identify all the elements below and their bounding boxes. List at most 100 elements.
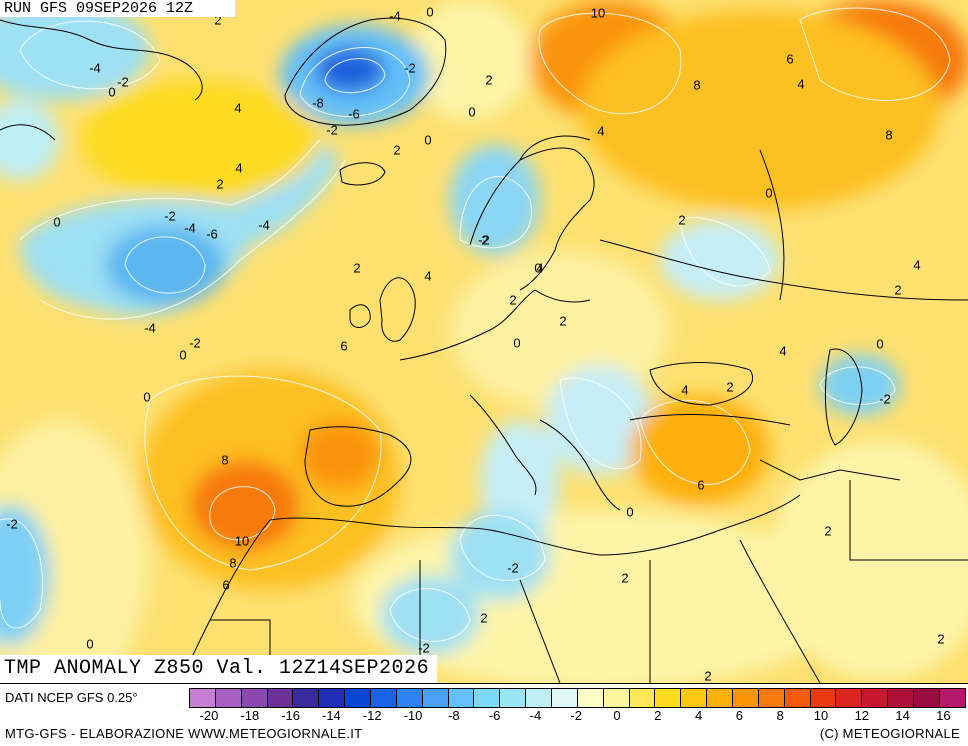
- run-label: RUN GFS 09SEP2026 12Z: [0, 0, 236, 17]
- map-value-label: 2: [353, 261, 360, 276]
- scale-cell: [707, 689, 734, 707]
- color-scale-bar: [189, 688, 966, 708]
- map-value-label: 6: [222, 578, 229, 593]
- map-area: -4 0 -2 -4 0 -2 2 4 -8 -6 -2 2 0 0 2 4 2 0 -2 -4 -6 -4 -4 0 -2 2 4…: [0, 0, 968, 683]
- map-value-label: 8: [229, 556, 236, 571]
- footer: DATI NCEP GFS 0.25° -20 -18 -16 -14 -12 -10 -8…: [0, 683, 968, 746]
- map-value-label: 0: [426, 5, 433, 20]
- map-value-label: 2: [621, 571, 628, 586]
- map-value-label: 2: [509, 293, 516, 308]
- map-value-label: 2: [559, 314, 566, 329]
- scale-tick-label: -12: [362, 708, 382, 723]
- scale-tick-label: 14: [895, 708, 910, 723]
- scale-tick-label: 6: [735, 708, 744, 723]
- scale-cell: [241, 689, 268, 707]
- map-value-label: 0: [876, 337, 883, 352]
- scale-cell: [422, 689, 449, 707]
- map-value-label: 2: [480, 611, 487, 626]
- map-value-label: -2: [6, 517, 18, 532]
- map-value-label: 4: [797, 77, 804, 92]
- scale-cell: [448, 689, 475, 707]
- scale-cell: [888, 689, 915, 707]
- warm-area-turkey: [630, 395, 770, 505]
- map-value-label: 4: [779, 344, 786, 359]
- isotherm-contours: [0, 7, 951, 642]
- map-value-label: -6: [206, 227, 218, 242]
- map-value-label: 6: [697, 478, 704, 493]
- map-value-label: -8: [312, 96, 324, 111]
- map-value-label: -2: [404, 61, 416, 76]
- scale-tick-label: -10: [403, 708, 423, 723]
- scale-tick-label: -14: [321, 708, 341, 723]
- map-value-label: -2: [117, 75, 129, 90]
- scale-tick-label: 0: [613, 708, 621, 723]
- scale-tick-label: -20: [199, 708, 219, 723]
- scale-cell: [396, 689, 423, 707]
- scale-tick-label: 4: [694, 708, 703, 723]
- scale-tick-label: -4: [529, 708, 542, 723]
- map-value-label: 2: [726, 380, 733, 395]
- warm-area-north-atlantic: [80, 80, 320, 200]
- map-value-label: 0: [143, 390, 150, 405]
- scale-cell: [267, 689, 294, 707]
- map-value-label: -2: [478, 233, 490, 248]
- map-value-label: 10: [591, 6, 605, 21]
- map-value-label: 0: [108, 85, 115, 100]
- scale-cell: [836, 689, 863, 707]
- map-value-label: -2: [189, 336, 201, 351]
- scale-tick-label: -16: [281, 708, 300, 723]
- cold-area-algeria: [380, 575, 480, 655]
- scale-cell: [474, 689, 501, 707]
- warm-area-russia-north: [580, 10, 940, 210]
- scale-cell: [526, 689, 553, 707]
- scale-cell: [655, 689, 682, 707]
- map-value-label: 2: [481, 233, 488, 248]
- map-value-label: 8: [221, 453, 228, 468]
- scale-cell: [552, 689, 578, 707]
- cold-area-scandinavia: [450, 145, 540, 255]
- scale-cell: [810, 689, 837, 707]
- scale-tick-label: 10: [813, 708, 829, 723]
- map-value-label: -2: [418, 641, 430, 656]
- scale-cell: [629, 689, 656, 707]
- map-value-label: 4: [234, 101, 241, 116]
- scale-tick-label: 2: [654, 708, 662, 723]
- cold-area-balkans: [545, 365, 655, 475]
- scale-cell: [914, 689, 940, 707]
- map-value-label: 2: [214, 13, 221, 28]
- scale-cell: [577, 689, 604, 707]
- scale-tick-label: -6: [488, 708, 501, 723]
- map-value-label: 0: [765, 186, 772, 201]
- scale-cell: [345, 689, 372, 707]
- map-value-label: 6: [340, 339, 347, 354]
- scale-tick-label: 12: [854, 708, 870, 723]
- scale-tick-label: -18: [240, 708, 260, 723]
- map-value-label: 0: [468, 105, 475, 120]
- map-value-label: 4: [597, 124, 604, 139]
- scale-tick-label: -2: [570, 708, 582, 723]
- scale-tick-label: 16: [936, 708, 951, 723]
- scale-cell: [319, 689, 346, 707]
- map-value-label: 2: [937, 632, 944, 647]
- map-value-label: 2: [704, 669, 711, 684]
- map-value-label: 2: [824, 524, 831, 539]
- map-value-label: 8: [693, 78, 700, 93]
- map-value-label: 4: [681, 383, 688, 398]
- scale-cell: [862, 689, 889, 707]
- map-value-label: 0: [626, 505, 633, 520]
- copyright-label: (C) METEOGIORNALE: [819, 726, 960, 741]
- scale-cell: [293, 689, 320, 707]
- map-value-label: 2: [393, 143, 400, 158]
- map-value-label: 4: [235, 161, 242, 176]
- map-value-label: 0: [534, 261, 541, 276]
- pale-area-north: [410, 0, 530, 120]
- color-scale-ticks: -20-18-16-14-12-10-8-6-4-202468101214162…: [189, 708, 964, 724]
- cold-area-russia: [660, 220, 780, 300]
- map-value-label: 0: [179, 348, 186, 363]
- map-value-label: -4: [144, 321, 156, 336]
- map-value-label: -6: [348, 107, 360, 122]
- coastlines: [0, 17, 968, 683]
- map-value-label: 0: [86, 637, 93, 652]
- map-value-label: 8: [885, 128, 892, 143]
